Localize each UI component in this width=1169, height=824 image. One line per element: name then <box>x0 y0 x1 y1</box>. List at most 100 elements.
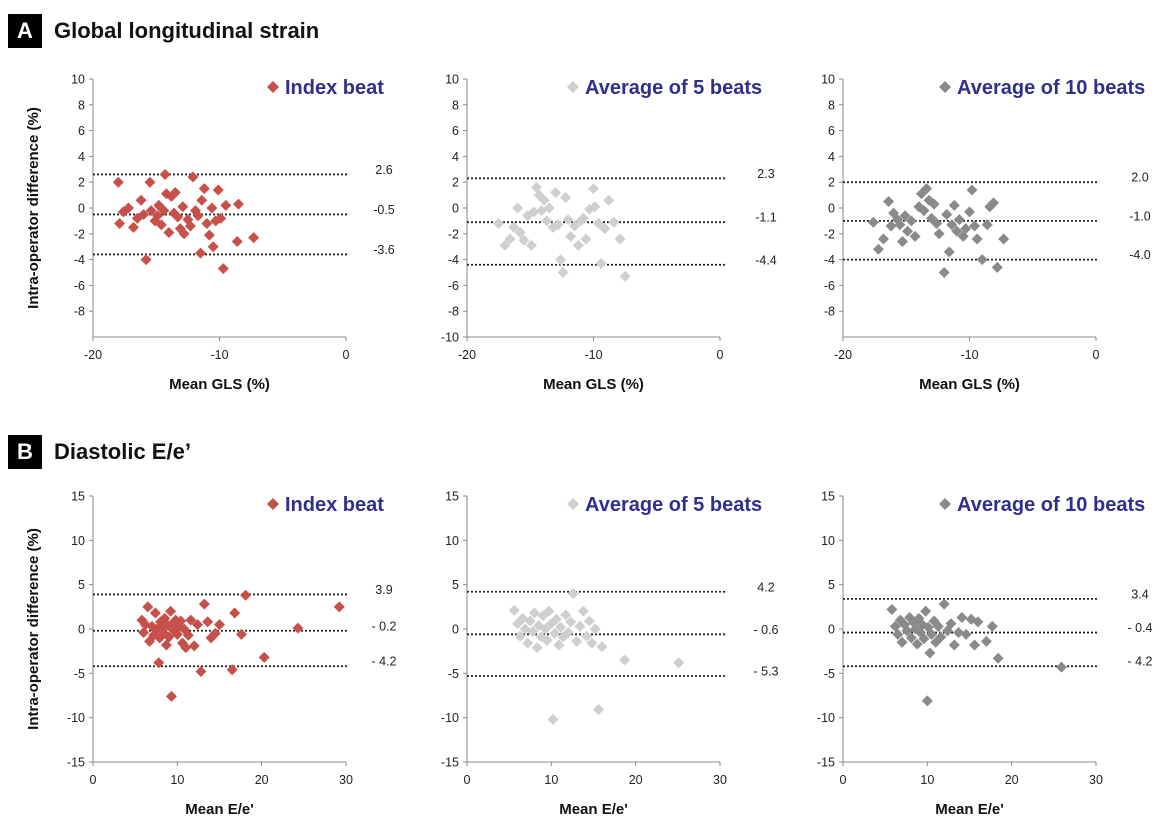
data-point <box>144 176 156 188</box>
data-point <box>508 221 520 233</box>
data-point <box>528 206 540 218</box>
data-point <box>203 229 215 241</box>
data-point <box>580 233 592 245</box>
y-tick-label: -15 <box>441 756 459 770</box>
data-point <box>138 208 150 220</box>
data-point <box>229 607 241 619</box>
data-point <box>235 628 247 640</box>
data-point <box>991 261 1003 273</box>
data-point <box>928 198 940 210</box>
data-point <box>187 171 199 183</box>
data-point <box>207 241 219 253</box>
data-point <box>565 616 577 628</box>
limit-line-label: -1.1 <box>755 211 777 225</box>
x-tick-label: 20 <box>629 773 643 787</box>
data-point <box>553 639 565 651</box>
y-tick-label: -15 <box>67 756 85 770</box>
section-b-header: B Diastolic E/e’ <box>8 435 191 469</box>
y-tick-label: 5 <box>828 578 835 592</box>
x-tick-label: 30 <box>1089 773 1103 787</box>
y-tick-label: 8 <box>828 98 835 112</box>
data-point <box>926 628 938 640</box>
y-tick-label: -5 <box>74 667 85 681</box>
data-point <box>971 233 983 245</box>
limit-line-label: - 5.3 <box>753 664 778 678</box>
data-point <box>938 598 950 610</box>
data-point <box>549 627 561 639</box>
data-point <box>924 647 936 659</box>
data-point <box>593 704 605 716</box>
y-tick-label: 15 <box>821 490 835 504</box>
data-point <box>560 609 572 621</box>
data-point <box>1055 661 1067 673</box>
data-point <box>918 633 930 645</box>
data-point <box>555 254 567 266</box>
y-tick-label: 4 <box>78 150 85 164</box>
y-tick-label: 4 <box>828 150 835 164</box>
data-point <box>514 227 526 239</box>
limit-line-label: 4.2 <box>757 580 774 594</box>
data-point <box>905 632 917 644</box>
data-point <box>248 232 260 244</box>
data-point <box>184 220 196 232</box>
data-point <box>577 212 589 224</box>
chart-panel-4: -15 -10 -5 0 5 10 15 0 10 20 30 3.9 - 0.2 - 4.2 Index … <box>25 490 397 819</box>
data-point <box>226 664 238 676</box>
legend-label: Index beat <box>285 494 384 516</box>
data-point <box>135 194 147 206</box>
y-tick-label: -15 <box>817 756 835 770</box>
data-point <box>589 623 601 635</box>
y-tick-label: 8 <box>452 98 459 112</box>
data-point <box>209 627 221 639</box>
data-point <box>292 622 304 634</box>
data-point <box>931 217 943 229</box>
data-point <box>514 630 526 642</box>
data-point <box>976 254 988 266</box>
data-point <box>972 616 984 628</box>
y-tick-label: 10 <box>445 534 459 548</box>
limit-line-label: -1.0 <box>1129 209 1151 223</box>
chart-panel-6: -15 -10 -5 0 5 10 15 0 10 20 30 3.4 - 0.4 - 4.2 Averag… <box>817 490 1153 819</box>
y-tick-label: 10 <box>71 73 85 87</box>
data-point <box>918 205 930 217</box>
limit-line-label: - 0.4 <box>1127 621 1152 635</box>
y-tick-label: 0 <box>78 202 85 216</box>
limit-line-label: -4.4 <box>755 253 777 267</box>
data-point <box>603 194 615 206</box>
legend-marker <box>939 498 951 510</box>
data-point <box>127 221 139 233</box>
data-point <box>960 628 972 640</box>
data-point <box>571 635 583 647</box>
data-point <box>499 239 511 251</box>
x-tick-label: 0 <box>717 348 724 362</box>
x-axis-label: Mean E/e' <box>185 801 254 818</box>
data-point <box>953 214 965 226</box>
y-tick-label: 6 <box>452 124 459 138</box>
data-point <box>956 611 968 623</box>
data-point <box>182 629 194 641</box>
data-point <box>577 605 589 617</box>
limit-line-label: 3.9 <box>375 583 392 597</box>
limit-line-label: -0.5 <box>373 203 395 217</box>
data-point <box>217 263 229 275</box>
data-point <box>215 212 227 224</box>
x-tick-label: 10 <box>920 773 934 787</box>
data-point <box>258 651 270 663</box>
data-point <box>938 267 950 278</box>
data-point <box>921 695 933 707</box>
data-point <box>945 618 957 630</box>
legend-label: Index beat <box>285 77 384 99</box>
data-point <box>673 657 685 669</box>
x-tick-label: 0 <box>840 773 847 787</box>
data-point <box>550 187 562 199</box>
data-point <box>163 631 175 643</box>
data-point <box>572 239 584 251</box>
data-point <box>932 620 944 632</box>
data-point <box>214 619 225 631</box>
x-axis-label: Mean GLS (%) <box>169 376 270 393</box>
data-point <box>905 215 917 227</box>
data-point <box>960 223 972 235</box>
y-tick-label: 10 <box>821 73 835 87</box>
data-point <box>586 637 598 649</box>
